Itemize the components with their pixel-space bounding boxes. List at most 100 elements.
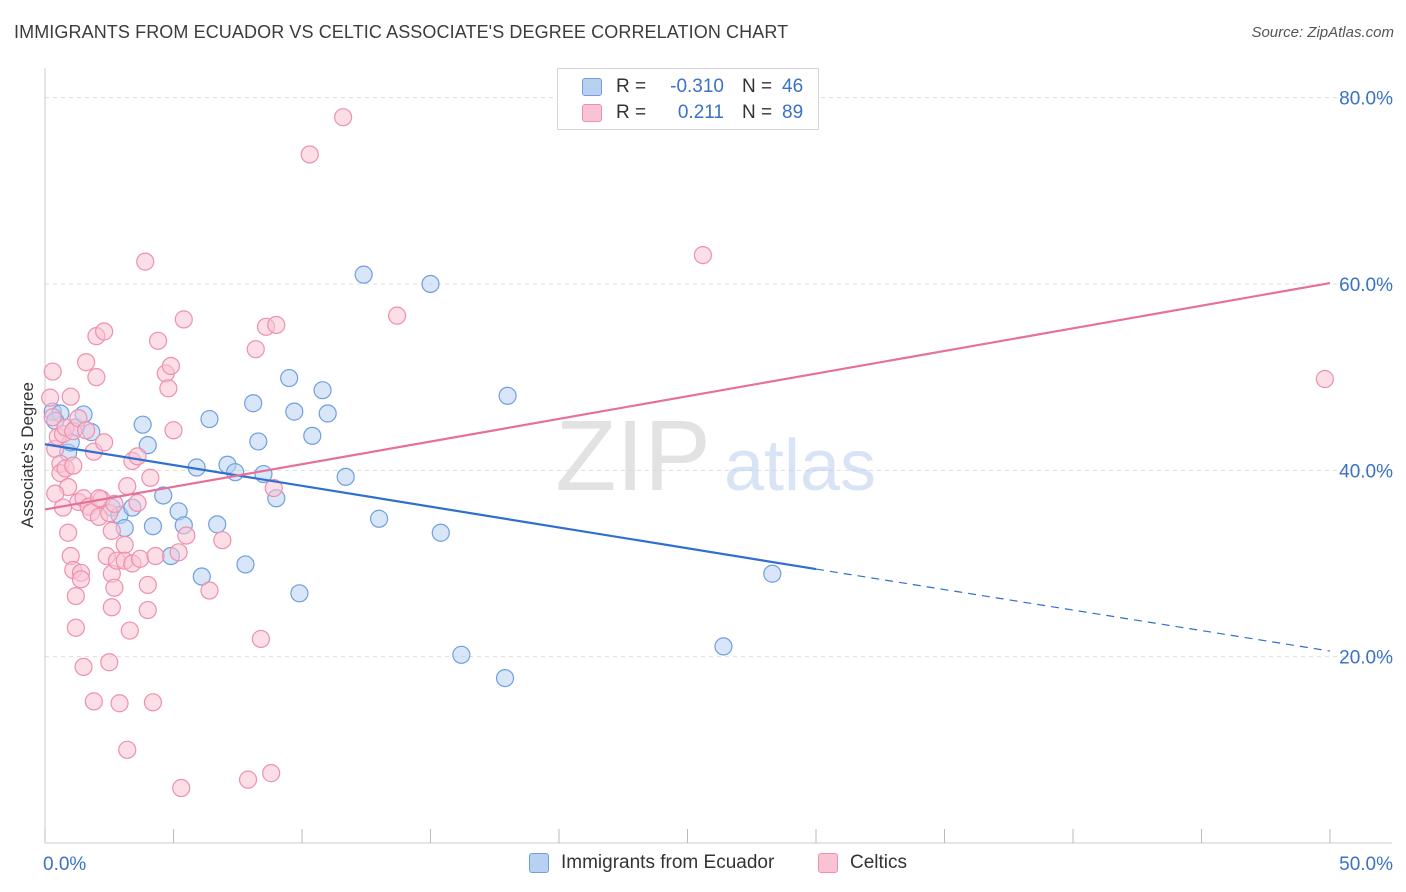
point-celtics xyxy=(100,653,119,672)
legend-swatch-ecuador xyxy=(529,853,549,873)
point-ecuador xyxy=(208,515,227,534)
point-celtics xyxy=(300,145,319,164)
points-layer xyxy=(41,108,1334,798)
point-celtics xyxy=(77,421,96,440)
point-ecuador xyxy=(192,567,211,586)
legend-item-ecuador[interactable]: Immigrants from Ecuador xyxy=(529,852,774,874)
point-ecuador xyxy=(714,637,733,656)
point-celtics xyxy=(128,493,147,513)
point-celtics xyxy=(130,549,150,568)
point-celtics xyxy=(693,245,713,265)
point-celtics xyxy=(105,578,124,597)
point-celtics xyxy=(200,581,219,600)
point-celtics xyxy=(102,598,121,617)
point-celtics xyxy=(66,618,85,637)
point-celtics xyxy=(334,108,353,127)
n-label: N = xyxy=(742,102,773,123)
y-tick-label: 80.0% xyxy=(1339,89,1393,110)
point-celtics xyxy=(161,356,181,376)
point-celtics xyxy=(164,421,183,440)
point-celtics xyxy=(213,531,232,550)
point-ecuador xyxy=(154,486,173,505)
axis-layer xyxy=(44,68,1392,844)
point-celtics xyxy=(146,546,165,566)
trend-layer xyxy=(44,281,1331,652)
point-ecuador xyxy=(200,409,219,429)
point-ecuador xyxy=(249,432,268,451)
watermark-atlas: atlas xyxy=(724,426,876,506)
point-ecuador xyxy=(370,509,389,528)
point-celtics xyxy=(120,621,139,640)
point-celtics xyxy=(1315,369,1334,389)
point-celtics xyxy=(138,600,157,620)
point-celtics xyxy=(66,586,85,606)
point-celtics xyxy=(102,521,121,540)
legend-label-ecuador: Immigrants from Ecuador xyxy=(561,852,775,873)
legend-swatch-celtics xyxy=(818,853,838,873)
y-tick-label: 20.0% xyxy=(1339,648,1393,669)
point-ecuador xyxy=(763,564,782,583)
point-celtics xyxy=(43,362,62,381)
point-celtics xyxy=(41,388,60,407)
point-celtics xyxy=(115,535,134,554)
point-ecuador xyxy=(143,517,163,536)
r-label: R = xyxy=(616,102,647,123)
point-ecuador xyxy=(313,381,332,400)
point-ecuador xyxy=(244,394,263,413)
point-celtics xyxy=(74,657,93,677)
legend-row-ecuador: R = -0.310 N = 46 xyxy=(582,74,803,100)
point-celtics xyxy=(238,770,258,789)
point-ecuador xyxy=(498,386,517,405)
point-celtics xyxy=(128,447,147,466)
point-ecuador xyxy=(431,523,450,542)
point-celtics xyxy=(141,468,160,487)
point-celtics xyxy=(61,387,80,406)
correlation-legend: R = -0.310 N = 46 R = 0.211 N = 89 xyxy=(557,68,819,130)
point-celtics xyxy=(43,408,62,427)
legend-label-celtics: Celtics xyxy=(850,852,908,873)
point-ecuador xyxy=(318,404,337,423)
x-tick-label: 50.0% xyxy=(1339,854,1393,875)
n-label: N = xyxy=(742,76,773,97)
watermark: ZIP atlas xyxy=(555,400,876,512)
r-value: 0.211 xyxy=(677,102,724,123)
y-axis-label: Associate's Degree xyxy=(18,382,37,528)
point-celtics xyxy=(64,456,83,475)
r-label: R = xyxy=(616,76,647,97)
watermark-zip: ZIP xyxy=(555,400,711,512)
point-celtics xyxy=(118,477,137,496)
point-celtics xyxy=(95,322,114,341)
point-celtics xyxy=(169,543,188,562)
point-celtics xyxy=(84,692,103,711)
x-tick-label: 0.0% xyxy=(43,854,86,875)
point-ecuador xyxy=(354,265,373,284)
point-celtics xyxy=(246,340,265,359)
point-celtics xyxy=(136,252,155,271)
r-value: -0.310 xyxy=(670,76,724,97)
point-ecuador xyxy=(138,436,157,455)
source-label: Source: ZipAtlas.com xyxy=(1251,24,1394,41)
trendline-ecuador xyxy=(44,443,817,571)
point-celtics xyxy=(264,478,283,498)
point-celtics xyxy=(172,778,191,798)
y-tick-label: 40.0% xyxy=(1339,461,1393,482)
point-celtics xyxy=(46,484,65,503)
point-celtics xyxy=(87,368,106,387)
legend-swatch-ecuador xyxy=(582,78,602,96)
legend-item-celtics[interactable]: Celtics xyxy=(818,852,907,874)
point-celtics xyxy=(77,353,96,372)
point-ecuador xyxy=(336,467,355,486)
point-celtics xyxy=(174,310,193,329)
point-ecuador xyxy=(495,668,515,688)
point-ecuador xyxy=(290,584,309,603)
y-tick-label: 60.0% xyxy=(1339,275,1393,296)
point-ecuador xyxy=(452,645,471,664)
point-ecuador xyxy=(280,368,299,388)
point-ecuador xyxy=(226,463,245,482)
point-celtics xyxy=(251,629,270,649)
n-value: 89 xyxy=(782,102,804,123)
point-celtics xyxy=(138,575,157,595)
point-celtics xyxy=(387,306,407,325)
series-legend: Immigrants from Ecuador Celtics xyxy=(0,852,1406,876)
